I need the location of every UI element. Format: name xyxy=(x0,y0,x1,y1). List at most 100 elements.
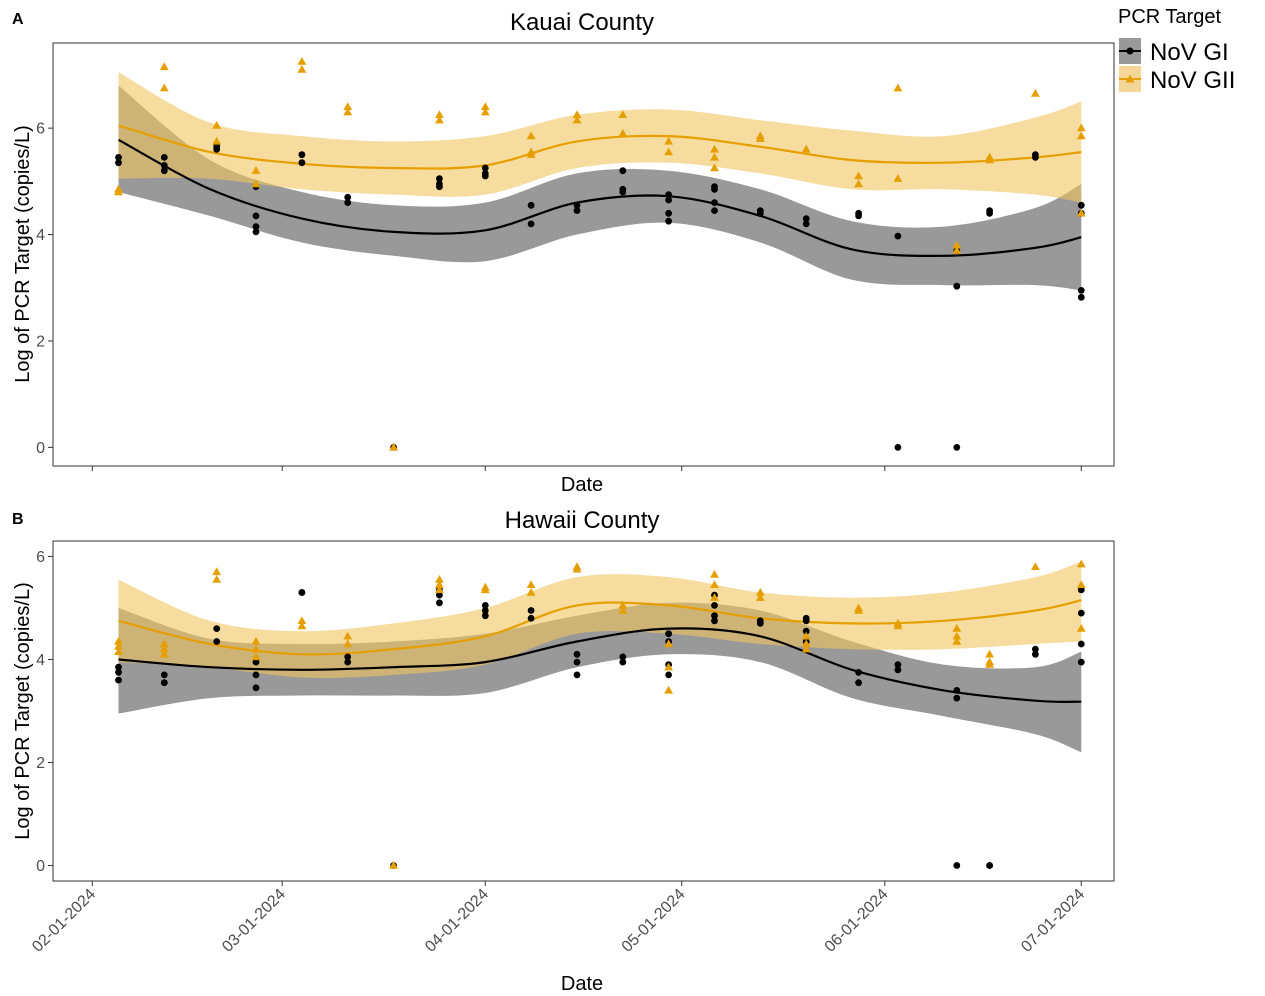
data-point xyxy=(1077,658,1085,666)
data-point xyxy=(986,209,993,217)
legend-triangle-marker xyxy=(1125,74,1135,83)
data-point xyxy=(114,187,123,196)
data-point xyxy=(985,649,994,658)
data-point xyxy=(755,134,765,142)
confidence-band xyxy=(118,561,1082,678)
data-point xyxy=(1032,645,1039,653)
data-point xyxy=(212,136,222,145)
data-point xyxy=(481,602,489,609)
data-point xyxy=(573,201,581,209)
data-point xyxy=(664,662,673,671)
data-point xyxy=(251,179,261,188)
data-point xyxy=(572,564,582,573)
data-point xyxy=(159,644,169,653)
data-point xyxy=(894,232,902,240)
data-point xyxy=(953,694,961,702)
data-point xyxy=(344,653,352,661)
data-point xyxy=(252,223,260,231)
data-point xyxy=(480,102,490,110)
data-point xyxy=(855,679,862,687)
data-point xyxy=(755,587,765,596)
y-tick-label: 4 xyxy=(36,652,45,669)
data-point xyxy=(801,644,811,653)
data-point xyxy=(618,110,628,118)
data-point xyxy=(711,207,718,215)
data-point xyxy=(756,620,764,627)
data-point xyxy=(893,174,903,182)
data-point xyxy=(1076,131,1086,140)
data-point xyxy=(573,650,581,658)
data-point xyxy=(527,220,535,228)
data-point xyxy=(160,154,168,161)
data-point xyxy=(1076,580,1086,588)
legend-label: NoV GII xyxy=(1150,67,1235,94)
data-point xyxy=(985,155,994,164)
data-point xyxy=(952,245,962,254)
data-point xyxy=(952,631,962,640)
data-point xyxy=(160,671,168,679)
data-point xyxy=(526,580,536,588)
data-point xyxy=(710,580,719,588)
data-point xyxy=(573,671,581,679)
data-point xyxy=(952,636,962,645)
data-point xyxy=(481,172,489,180)
data-point xyxy=(344,199,352,207)
data-point xyxy=(1077,287,1085,294)
data-point xyxy=(526,150,536,158)
data-point xyxy=(480,585,490,594)
data-point xyxy=(343,631,353,640)
y-tick-label: 2 xyxy=(36,333,45,350)
data-point xyxy=(115,669,122,676)
y-tick-label: 4 xyxy=(36,227,45,244)
data-point xyxy=(952,240,962,249)
y-tick-label: 6 xyxy=(36,121,45,138)
data-point xyxy=(115,154,122,161)
data-point xyxy=(894,666,902,674)
data-point xyxy=(160,167,168,175)
plot-frame xyxy=(52,540,1115,882)
confidence-band xyxy=(118,85,1082,291)
data-point xyxy=(252,228,260,236)
legend-item-nov-gii: NoV GII xyxy=(1119,66,1235,94)
data-point xyxy=(665,671,672,679)
data-point xyxy=(1077,293,1085,301)
data-point xyxy=(710,144,719,153)
data-point xyxy=(435,115,444,124)
data-point xyxy=(298,151,306,159)
data-point xyxy=(665,217,672,225)
data-point xyxy=(855,212,862,220)
data-point xyxy=(297,65,307,73)
data-point xyxy=(711,617,718,625)
data-point xyxy=(527,614,535,622)
data-point xyxy=(251,166,261,174)
data-point xyxy=(985,660,994,668)
data-point xyxy=(1076,123,1086,132)
data-point xyxy=(115,676,122,684)
data-point xyxy=(389,442,398,451)
data-point xyxy=(953,282,961,290)
data-point xyxy=(665,209,672,217)
data-point xyxy=(573,658,581,666)
data-point xyxy=(854,179,863,188)
x-tick-label: 04-01-2024 xyxy=(422,886,492,956)
data-point xyxy=(893,621,903,630)
data-point xyxy=(251,636,261,645)
data-point xyxy=(572,115,582,124)
data-point xyxy=(618,605,628,614)
data-point xyxy=(755,593,765,601)
x-tick-label: 03-01-2024 xyxy=(219,886,289,956)
chart-title: Hawaii County xyxy=(505,507,660,534)
data-point xyxy=(159,639,169,648)
data-point xyxy=(665,196,672,204)
data-point xyxy=(802,215,810,223)
data-point xyxy=(801,639,811,648)
data-point xyxy=(1076,208,1086,217)
data-point xyxy=(665,191,672,199)
data-point xyxy=(710,593,719,601)
data-point xyxy=(527,201,535,209)
data-point xyxy=(212,567,222,576)
panel-tag: B xyxy=(12,511,24,528)
panel-kauai: A Kauai County 0 2 4 6 Date Log of PCR Targ… xyxy=(12,9,1115,496)
data-point xyxy=(481,164,489,172)
panel-tag: A xyxy=(12,11,24,28)
